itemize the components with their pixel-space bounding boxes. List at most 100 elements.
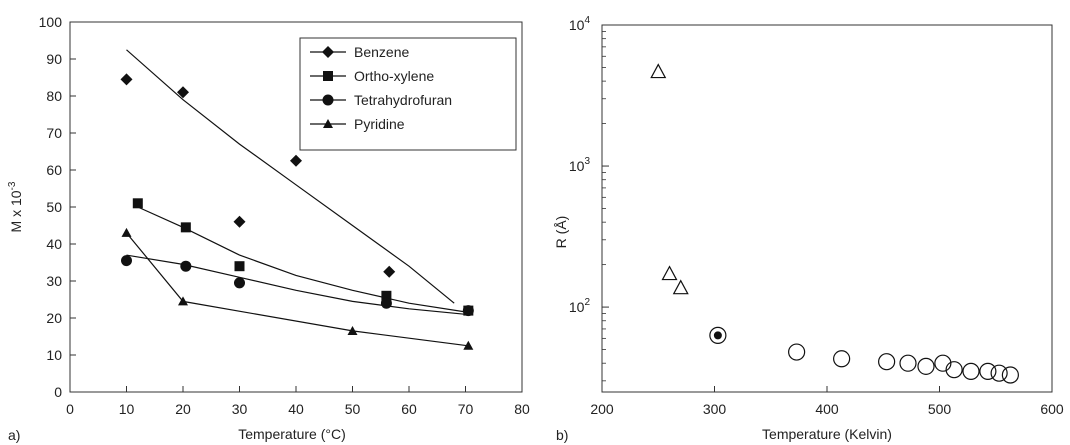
x-tick-label: 500: [928, 401, 952, 417]
y-tick-exponent: 2: [584, 297, 590, 308]
x-tick-label: 50: [345, 401, 361, 417]
data-point-pyridine: [347, 325, 358, 335]
panel-a-y-axis-label: M x 10-3: [7, 181, 24, 232]
y-tick-label: 80: [46, 88, 62, 104]
data-point-pyridine: [463, 340, 474, 350]
legend: Benzene Ortho-xylene Tetrahydrofuran Pyridi…: [299, 37, 517, 151]
legend-marker: [323, 119, 333, 128]
data-point-open-circle: [962, 362, 980, 380]
x-tick-label: 40: [288, 401, 304, 417]
y-tick-label: 104: [569, 15, 591, 33]
legend-entry-tetrahydrofuran: Tetrahydrofuran: [310, 92, 452, 108]
fit-line-pyridine: [126, 232, 469, 347]
panel-a-x-ticks: 0 10 20 30 40 50 60 70 80: [66, 386, 530, 417]
y-tick-label: 30: [46, 273, 62, 289]
x-tick-label: 60: [401, 401, 417, 417]
y-tick-label: 90: [46, 51, 62, 67]
data-point-benzene: [177, 86, 189, 99]
y-tick-label: 40: [46, 236, 62, 252]
data-point-open-circle: [917, 357, 935, 375]
data-point-open-triangle: [661, 265, 678, 281]
panel-b-x-axis-label: Temperature (Kelvin): [762, 426, 892, 442]
y-tick-label: 70: [46, 125, 62, 141]
ring: [709, 326, 727, 344]
legend-marker: [323, 71, 333, 81]
panel-b-plot-frame: [601, 24, 1053, 393]
data-point-benzene: [120, 73, 133, 86]
data-point-open-circle: [899, 354, 917, 372]
dot: [713, 331, 722, 340]
panel-b-data-points: [650, 63, 1019, 384]
fit-line-benzene: [126, 49, 455, 304]
y-tick-label: 102: [569, 297, 591, 315]
data-point-pyridine: [121, 227, 132, 237]
legend-marker: [322, 46, 334, 58]
data-point-benzene: [290, 154, 302, 167]
data-point-open-circle: [878, 353, 896, 371]
data-point-open-circle: [1001, 366, 1019, 384]
y-tick-exponent: 3: [584, 156, 590, 167]
data-point-open-triangle: [650, 63, 667, 79]
panel-b-x-ticks: 200 300 400 500 600: [590, 386, 1064, 417]
data-point-tetrahydrofuran: [380, 297, 392, 309]
x-tick-label: 20: [175, 401, 191, 417]
data-point-pyridine: [178, 296, 188, 306]
x-tick-label: 10: [119, 401, 135, 417]
data-point-ortho-xylene: [180, 222, 191, 233]
legend-label: Benzene: [354, 44, 409, 60]
panel-b-y-axis-label: R (Å): [553, 216, 569, 249]
legend-entry-ortho-xylene: Ortho-xylene: [310, 68, 434, 84]
data-point-tetrahydrofuran: [121, 255, 132, 267]
data-point-open-circle: [990, 364, 1008, 382]
panel-a-y-axis-label-base: M x 10: [8, 190, 24, 232]
data-point-open-circle: [833, 350, 851, 368]
data-point-open-circle: [934, 354, 952, 372]
x-tick-label: 600: [1040, 401, 1064, 417]
y-tick-label: 10: [46, 347, 62, 363]
y-tick-label: 60: [46, 162, 62, 178]
y-tick-base: 10: [569, 17, 585, 33]
legend-marker: [322, 94, 334, 106]
x-tick-label: 80: [514, 401, 530, 417]
data-point-tetrahydrofuran: [234, 277, 245, 289]
panel-a-x-axis-label: Temperature (°C): [238, 426, 346, 442]
data-point-ortho-xylene: [381, 290, 392, 301]
legend-frame: [299, 37, 517, 151]
panel-b-label: b): [556, 427, 568, 443]
x-tick-label: 0: [66, 401, 74, 417]
data-point-ortho-xylene: [234, 261, 245, 272]
y-tick-base: 10: [569, 299, 585, 315]
panel-a-label: a): [8, 427, 20, 443]
fit-line-tetrahydrofuran: [126, 254, 466, 315]
data-point-filled-circle-in-ring: [709, 326, 727, 344]
legend-entry-pyridine: Pyridine: [310, 116, 405, 132]
x-tick-label: 70: [458, 401, 474, 417]
x-tick-label: 400: [815, 401, 839, 417]
x-tick-label: 200: [590, 401, 614, 417]
data-point-ortho-xylene: [132, 198, 143, 209]
legend-label: Tetrahydrofuran: [354, 92, 452, 108]
data-point-open-circle: [788, 343, 806, 361]
data-point-benzene: [233, 215, 246, 228]
legend-entries: Benzene Ortho-xylene Tetrahydrofuran Pyridi…: [310, 44, 452, 132]
x-tick-label: 300: [703, 401, 727, 417]
legend-entry-benzene: Benzene: [310, 44, 409, 60]
y-tick-label: 103: [569, 156, 591, 174]
y-tick-label: 20: [46, 310, 62, 326]
data-point-tetrahydrofuran: [462, 305, 474, 317]
data-point-open-circle: [979, 362, 997, 380]
y-tick-label: 50: [46, 199, 62, 215]
legend-label: Ortho-xylene: [354, 68, 434, 84]
y-tick-label: 0: [54, 384, 62, 400]
data-point-open-circle: [945, 361, 963, 379]
data-point-tetrahydrofuran: [180, 260, 192, 272]
data-point-benzene: [383, 265, 396, 278]
y-tick-base: 10: [569, 158, 585, 174]
y-tick-label: 100: [39, 14, 63, 30]
panel-a-y-axis-label-exponent: -3: [7, 181, 18, 190]
data-point-open-triangle: [672, 279, 689, 295]
y-tick-exponent: 4: [584, 15, 590, 26]
